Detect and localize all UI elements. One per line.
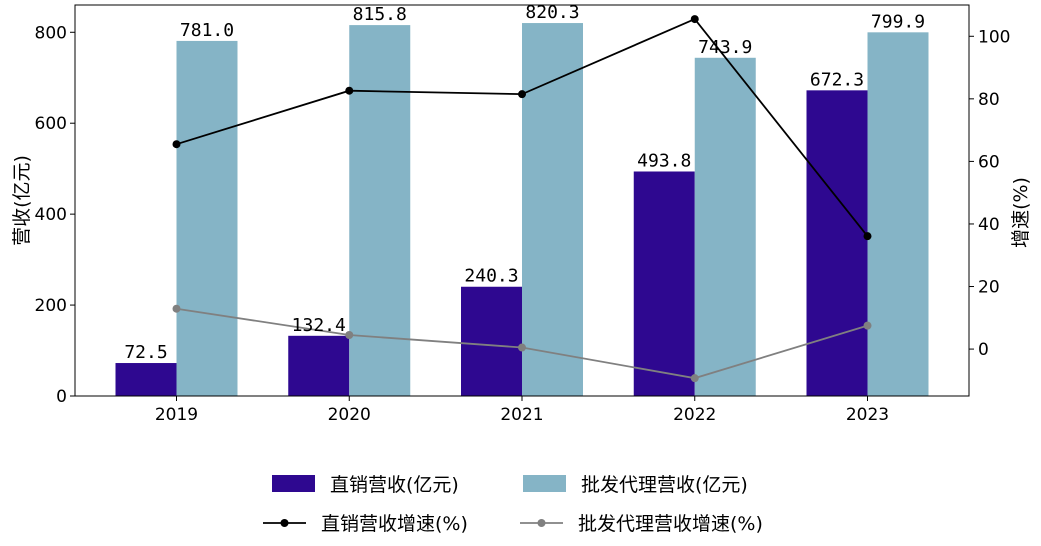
bar-1-2021 (461, 286, 522, 396)
axes-layer: 2019 2020 2021 2022 2023 0 200 400 600 800 0 20 40 60… (35, 23, 1011, 425)
data-label-1-2019: 72.5 (124, 342, 167, 363)
y2-tick-label-20: 20 (978, 278, 1000, 298)
line-2-point-2020 (345, 331, 354, 340)
y-tick-label-200: 200 (35, 296, 67, 316)
x-tick-label-2022: 2022 (673, 405, 716, 425)
bar-1-2023 (806, 90, 868, 397)
x-tick-label-2019: 2019 (155, 405, 198, 425)
legend-label-4: 批发代理营收增速(%) (578, 513, 763, 535)
legend-label-3: 直销营收增速(%) (321, 513, 468, 535)
bar-2-2023 (867, 32, 929, 397)
data-label-1-2020: 132.4 (292, 315, 346, 336)
y2-tick-label-100: 100 (978, 27, 1010, 47)
legend-label-2: 批发代理营收(亿元) (581, 474, 748, 496)
x-tick-label-2021: 2021 (500, 405, 543, 425)
line-2-point-2022 (690, 374, 699, 383)
y2-axis-label: 增速(%) (1010, 177, 1032, 248)
y2-tick-label-60: 60 (978, 152, 1000, 172)
y2-tick-label-0: 0 (978, 340, 989, 360)
y-tick-label-400: 400 (35, 205, 67, 225)
legend-label-1: 直销营收(亿元) (330, 474, 459, 496)
x-tick-label-2020: 2020 (328, 405, 371, 425)
legend-swatch-1 (272, 475, 315, 492)
line-2-point-2023 (863, 321, 872, 330)
y-tick-label-800: 800 (35, 23, 67, 43)
y2-tick-label-80: 80 (978, 90, 1000, 110)
lines-layer (172, 15, 872, 383)
bar-2-2022 (694, 57, 756, 396)
data-label-2-2021: 820.3 (525, 2, 579, 23)
line-1-point-2022 (690, 15, 699, 24)
bar-2-2019 (176, 40, 238, 396)
data-label-2-2019: 781.0 (180, 20, 234, 41)
line-1-point-2020 (345, 86, 354, 95)
data-labels-layer: 72.5 132.4 240.3 493.8 672.3 781.0 815.8 820.3 7… (124, 2, 925, 363)
legend-marker-4 (537, 519, 546, 527)
data-label-2-2020: 815.8 (353, 4, 407, 25)
legend-swatch-2 (523, 475, 566, 492)
data-label-2-2022: 743.9 (698, 37, 752, 58)
data-label-1-2023: 672.3 (810, 69, 864, 90)
bar-2-2021 (522, 23, 583, 396)
y-tick-label-0: 0 (56, 387, 67, 407)
data-label-1-2021: 240.3 (464, 266, 518, 287)
bar-2-2020 (349, 25, 411, 396)
y-tick-label-600: 600 (35, 114, 67, 134)
line-1-point-2019 (172, 140, 181, 149)
bars-layer (115, 23, 929, 397)
line-1-point-2023 (863, 232, 872, 241)
legend-marker-3 (280, 519, 289, 527)
line-2-point-2019 (172, 304, 181, 313)
line-2-point-2021 (518, 343, 526, 352)
line-1-point-2021 (518, 90, 526, 99)
legend: 直销营收(亿元) 批发代理营收(亿元) 直销营收增速(%) 批发代理营收增速(%) (263, 474, 763, 535)
y2-tick-label-40: 40 (978, 215, 1000, 235)
bar-1-2020 (288, 335, 350, 396)
data-label-2-2023: 799.9 (871, 11, 925, 32)
data-label-1-2022: 493.8 (637, 150, 691, 171)
bar-1-2019 (115, 363, 177, 396)
x-tick-label-2023: 2023 (846, 405, 889, 425)
bar-1-2022 (633, 171, 695, 396)
y-axis-label: 营收(亿元) (11, 155, 33, 246)
